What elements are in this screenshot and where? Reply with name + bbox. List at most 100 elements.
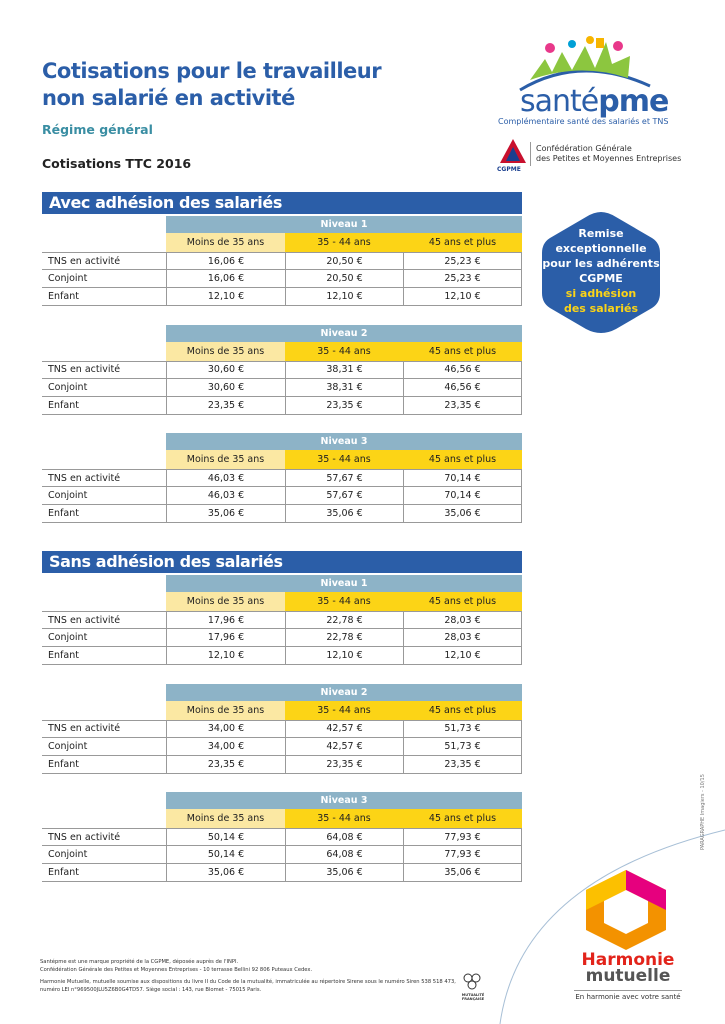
price: 12,10 € [285,647,403,665]
cgpme-icon [500,139,526,163]
price: 51,73 € [403,737,522,756]
level-header: Niveau 3 [166,433,522,450]
price: 25,23 € [403,252,522,270]
row-label: Conjoint [42,629,166,647]
price: 46,56 € [403,360,522,379]
price: 50,14 € [166,846,285,864]
price: 23,35 € [166,396,285,415]
level-header: Niveau 2 [166,324,522,342]
harmonie-tagline: En harmonie avec votre santé [574,990,682,1001]
level-header: Niveau 2 [166,683,522,701]
footer-line: Confédération Générale des Petites et Mo… [40,967,313,973]
level-header: Niveau 1 [166,216,522,233]
cgpme-line: Confédération Générale [536,144,632,153]
price: 57,67 € [285,469,403,487]
column-header: 45 ans et plus [403,700,522,720]
price: 23,35 € [285,396,403,415]
price: 16,06 € [166,252,285,270]
price: 28,03 € [403,611,522,629]
price: 70,14 € [403,487,522,505]
badge-line: exceptionnelle [555,242,647,255]
santepme-tagline: Complémentaire santé des salariés et TNS [498,117,669,126]
column-header: 35 - 44 ans [285,700,403,720]
price: 35,06 € [285,864,403,882]
footer: Santépme est une marque propriété de la … [40,958,456,994]
price: 16,06 € [166,270,285,288]
price: 22,78 € [285,611,403,629]
santepme-figures [519,36,651,92]
price: 12,10 € [403,647,522,665]
price: 17,96 € [166,629,285,647]
price: 23,35 € [166,755,285,774]
price: 35,06 € [166,505,285,523]
price: 30,60 € [166,378,285,397]
row-label: Enfant [42,864,166,882]
price: 77,93 € [403,846,522,864]
harmonie-icon [586,870,666,950]
column-header: 45 ans et plus [403,233,522,252]
row-label: Conjoint [42,487,166,505]
price: 17,96 € [166,611,285,629]
mutuelle-word: mutuelle [585,966,671,986]
price: 42,57 € [285,737,403,756]
row-label: TNS en activité [42,469,166,487]
column-header: 35 - 44 ans [285,809,403,828]
brand-b: pme [598,84,669,119]
title: Cotisations pour le travailleur non sala… [42,58,382,112]
price: 23,35 € [403,755,522,774]
footer-line: Santépme est une marque propriété de la … [40,959,239,965]
price: 30,60 € [166,360,285,379]
price: 64,08 € [285,828,403,846]
column-header: Moins de 35 ans [166,341,285,361]
column-header: 35 - 44 ans [285,592,403,611]
price: 50,14 € [166,828,285,846]
title-line: Cotisations pour le travailleur [42,59,382,83]
price: 23,35 € [285,755,403,774]
level-header: Niveau 1 [166,575,522,592]
row-label: Conjoint [42,379,166,397]
row-label: TNS en activité [42,252,166,270]
footer-line: numéro LEI n°969500JLU5Z6B0G4TD57. Siège… [40,987,262,993]
price: 23,35 € [403,396,522,415]
row-label: Enfant [42,288,166,306]
badge: Remise exceptionnelle pour les adhérents… [540,226,662,316]
row-label: Conjoint [42,738,166,756]
footer-line: Harmonie Mutuelle, mutuelle soumise aux … [40,979,456,985]
price: 77,93 € [403,828,522,846]
cgpme-label: CGPME [497,166,521,173]
year-label: Cotisations TTC 2016 [42,156,192,171]
column-header: Moins de 35 ans [166,700,285,720]
price: 38,31 € [285,360,403,379]
price: 35,06 € [403,505,522,523]
side-note: PARAGRAPHE Imagiers - 10/15 [700,774,706,850]
row-label: Enfant [42,505,166,523]
price: 25,23 € [403,270,522,288]
price: 51,73 € [403,719,522,738]
price: 57,67 € [285,487,403,505]
row-label: TNS en activité [42,719,166,738]
mutualite-label: MUTUALITÉ FRANÇAISE [461,993,485,1001]
column-header: Moins de 35 ans [166,592,285,611]
row-label: TNS en activité [42,611,166,629]
price: 46,56 € [403,378,522,397]
price: 46,03 € [166,469,285,487]
price: 46,03 € [166,487,285,505]
badge-highlight: des salariés [563,302,639,315]
price: 20,50 € [285,252,403,270]
price: 12,10 € [166,288,285,306]
row-label: Conjoint [42,846,166,864]
badge-line: CGPME [579,272,623,285]
column-header: 45 ans et plus [403,592,522,611]
price: 42,57 € [285,719,403,738]
column-header: 45 ans et plus [403,341,522,361]
column-header: 35 - 44 ans [285,233,403,252]
decor-curve [499,829,725,1024]
price: 35,06 € [166,864,285,882]
price: 22,78 € [285,629,403,647]
column-header: 35 - 44 ans [285,450,403,469]
row-label: Enfant [42,397,166,415]
cgpme-line: des Petites et Moyennes Entreprises [536,154,682,163]
price: 34,00 € [166,719,285,738]
section-title: Sans adhésion des salariés [42,551,522,573]
level-header: Niveau 3 [166,792,522,809]
